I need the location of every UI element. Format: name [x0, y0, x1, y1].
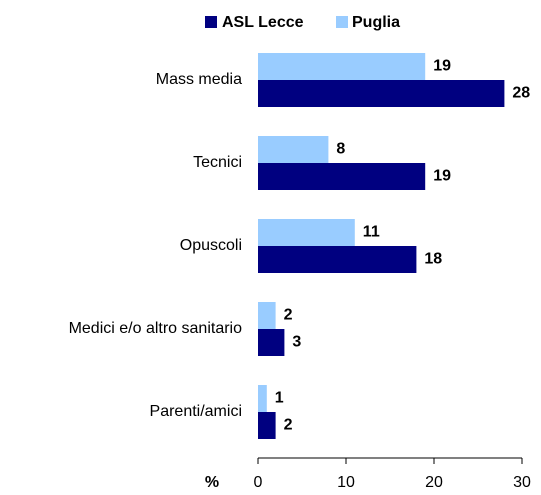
y-tick-label: Opuscoli: [180, 237, 242, 254]
y-tick-label: Tecnici: [193, 154, 242, 171]
bar: [258, 329, 285, 356]
legend-swatch: [336, 16, 348, 28]
y-tick-label: Mass media: [156, 71, 242, 88]
x-tick-label: 0: [254, 474, 263, 491]
y-tick-label: Medici e/o altro sanitario: [69, 320, 243, 337]
legend-label: Puglia: [352, 14, 400, 31]
value-label: 1: [275, 390, 284, 407]
bar: [258, 246, 417, 273]
y-tick-label: Parenti/amici: [150, 403, 242, 420]
value-label: 28: [512, 85, 530, 102]
bar: [258, 385, 267, 412]
x-tick-label: 20: [425, 474, 443, 491]
x-tick-label: 30: [513, 474, 531, 491]
x-tick-label: 10: [337, 474, 355, 491]
legend-label: ASL Lecce: [222, 14, 304, 31]
value-label: 3: [292, 334, 301, 351]
bar: [258, 136, 329, 163]
value-label: 19: [433, 168, 451, 185]
value-label: 18: [424, 251, 442, 268]
x-axis-label: %: [205, 474, 219, 491]
legend-swatch: [205, 16, 217, 28]
bar: [258, 80, 505, 107]
bar: [258, 302, 276, 329]
value-label: 8: [336, 141, 345, 158]
bar: [258, 163, 426, 190]
value-label: 2: [284, 307, 293, 324]
value-label: 19: [433, 58, 451, 75]
value-label: 11: [363, 224, 380, 241]
bar: [258, 53, 426, 80]
bar: [258, 219, 355, 246]
value-label: 2: [284, 417, 293, 434]
bar: [258, 412, 276, 439]
